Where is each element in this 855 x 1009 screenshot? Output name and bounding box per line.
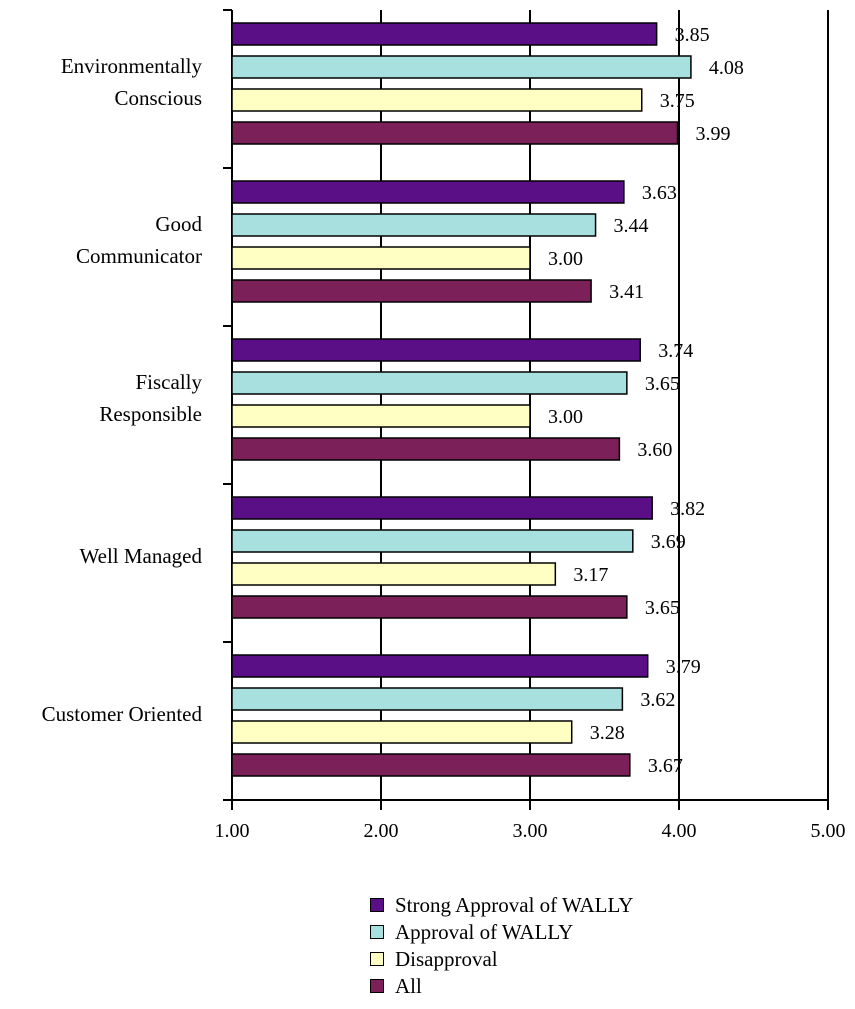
legend-swatch bbox=[370, 979, 384, 993]
data-label: 3.17 bbox=[573, 564, 608, 586]
data-label: 3.82 bbox=[670, 498, 705, 520]
legend-label: Strong Approval of WALLY bbox=[395, 893, 634, 917]
x-tick-label: 2.00 bbox=[364, 820, 399, 842]
category-label: Conscious bbox=[114, 86, 202, 110]
category-label: Responsible bbox=[99, 402, 202, 426]
legend-label: Approval of WALLY bbox=[395, 920, 574, 944]
bar bbox=[231, 753, 631, 777]
x-tick-label: 3.00 bbox=[513, 820, 548, 842]
bar bbox=[231, 22, 658, 46]
data-label: 3.00 bbox=[548, 406, 583, 428]
data-label: 3.79 bbox=[666, 656, 701, 678]
bar bbox=[231, 88, 643, 112]
data-label: 3.28 bbox=[590, 722, 625, 744]
data-label: 3.65 bbox=[645, 597, 680, 619]
data-label: 3.67 bbox=[648, 755, 683, 777]
legend-swatch bbox=[370, 952, 384, 966]
x-tick-label: 1.00 bbox=[215, 820, 250, 842]
bar bbox=[231, 720, 573, 744]
legend-swatch bbox=[370, 898, 384, 912]
bar bbox=[231, 687, 624, 711]
data-label: 3.41 bbox=[609, 281, 644, 303]
bar bbox=[231, 595, 628, 619]
category-label: Good bbox=[155, 212, 202, 236]
data-label: 3.75 bbox=[660, 90, 695, 112]
data-label: 3.85 bbox=[675, 24, 710, 46]
category-label: Fiscally bbox=[136, 370, 203, 394]
category-label: Communicator bbox=[76, 244, 202, 268]
bar bbox=[231, 55, 692, 79]
bar bbox=[231, 246, 531, 270]
bar bbox=[231, 562, 557, 586]
data-label: 3.44 bbox=[614, 215, 649, 237]
x-tick-label: 5.00 bbox=[811, 820, 846, 842]
bar bbox=[231, 529, 634, 553]
data-label: 4.08 bbox=[709, 57, 744, 79]
bar bbox=[231, 213, 597, 237]
bar bbox=[231, 180, 625, 204]
data-label: 3.65 bbox=[645, 373, 680, 395]
legend-swatch bbox=[370, 925, 384, 939]
bar bbox=[231, 496, 653, 520]
data-label: 3.00 bbox=[548, 248, 583, 270]
category-label: Customer Oriented bbox=[42, 702, 203, 726]
category-label: Environmentally bbox=[61, 54, 203, 78]
bar bbox=[231, 338, 642, 362]
bar bbox=[231, 437, 621, 461]
data-label: 3.74 bbox=[658, 340, 693, 362]
bar-chart: 1.00 2.00 3.00 4.00 5.00 Environmentally Consc… bbox=[42, 9, 846, 842]
bar bbox=[231, 371, 628, 395]
data-label: 3.60 bbox=[637, 439, 672, 461]
bar bbox=[231, 121, 679, 145]
bar bbox=[231, 279, 592, 303]
category-label: Well Managed bbox=[79, 544, 202, 568]
x-tick-label: 4.00 bbox=[662, 820, 697, 842]
data-label: 3.62 bbox=[640, 689, 675, 711]
bar bbox=[231, 654, 649, 678]
data-label: 3.69 bbox=[651, 531, 686, 553]
data-label: 3.99 bbox=[696, 123, 731, 145]
data-label: 3.63 bbox=[642, 182, 677, 204]
bar bbox=[231, 404, 531, 428]
legend-label: All bbox=[395, 974, 422, 998]
legend-label: Disapproval bbox=[395, 947, 498, 971]
